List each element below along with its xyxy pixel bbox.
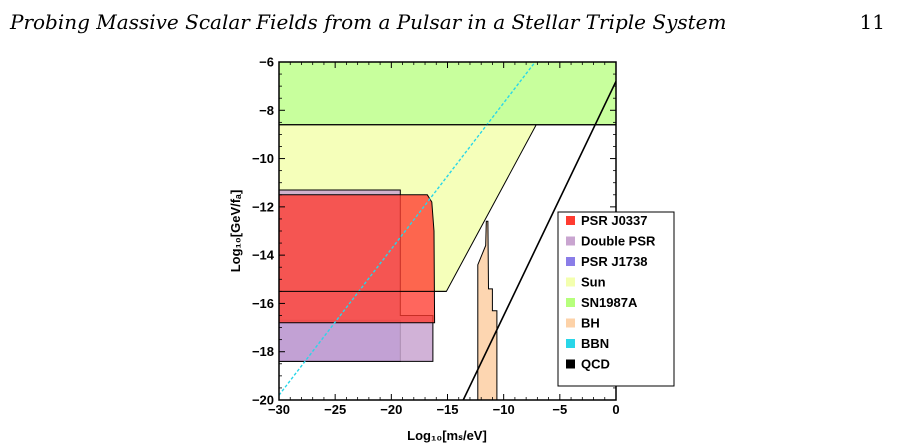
legend-label-sun: Sun: [581, 275, 606, 290]
region-psr-j0337: [279, 194, 436, 324]
y-tick-label: −18: [252, 344, 274, 359]
y-tick-label: −12: [252, 199, 274, 214]
y-tick-label: −14: [252, 248, 275, 263]
legend-label-bh: BH: [581, 316, 600, 331]
page-number: 11: [859, 10, 885, 34]
legend-swatch-psr-j1738: [566, 257, 575, 266]
legend-swatch-bh: [566, 318, 575, 328]
legend-swatch-qcd: [566, 359, 575, 369]
running-header-title: Probing Massive Scalar Fields from a Pul…: [10, 10, 727, 34]
x-tick-label: −25: [324, 402, 346, 417]
x-tick-label: −30: [268, 402, 290, 417]
legend-label-psr-j0337: PSR J0337: [581, 213, 648, 228]
y-axis-label: Log₁₀[GeV/fₐ]: [228, 190, 243, 273]
x-axis-label: Log₁₀[mₛ/eV]: [407, 428, 487, 443]
legend-swatch-double-psr: [566, 236, 575, 246]
legend-label-qcd: QCD: [581, 357, 610, 372]
legend-swatch-sn1987a: [566, 298, 575, 307]
y-tick-label: −20: [252, 393, 274, 408]
legend-swatch-sun: [566, 277, 575, 287]
region-bh: [477, 220, 498, 400]
x-tick-label: −10: [493, 402, 515, 417]
legend-box: [557, 211, 675, 387]
y-tick-label: −10: [252, 151, 274, 166]
x-tick-label: 0: [612, 402, 619, 417]
legend: PSR J0337 Double PSR PSR J1738 Sun SN1987A BH…: [557, 211, 675, 387]
legend-label-psr-j1738: PSR J1738: [581, 254, 648, 269]
legend-swatch-psr-j0337: [566, 216, 575, 225]
legend-label-double-psr: Double PSR: [581, 234, 656, 249]
legend-label-bbn: BBN: [581, 336, 609, 351]
y-tick-label: −6: [259, 55, 274, 70]
legend-label-sn1987a: SN1987A: [581, 295, 638, 310]
line-qcd: [462, 80, 616, 400]
line-bbn: [279, 62, 536, 396]
x-tick-label: −20: [380, 402, 402, 417]
legend-swatch-bbn: [566, 339, 575, 348]
x-tick-label: −15: [436, 402, 458, 417]
y-tick-label: −16: [252, 296, 274, 311]
y-tick-label: −8: [259, 103, 274, 118]
x-tick-label: −5: [552, 402, 567, 417]
region-sn1987a: [279, 62, 616, 126]
